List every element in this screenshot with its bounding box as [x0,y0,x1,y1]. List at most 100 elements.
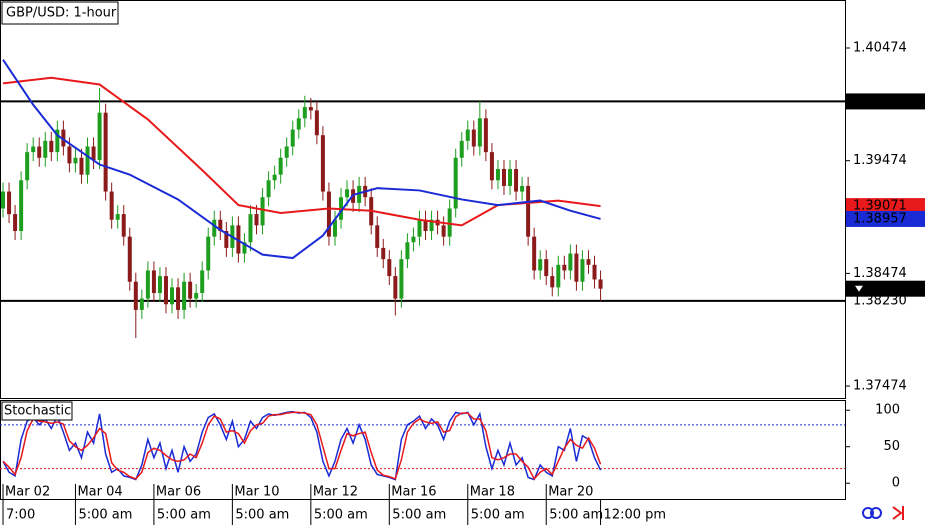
x-time-label: 5:00 am [471,508,525,523]
x-tick-label: Mar 06 [156,485,201,500]
level-label: 1.40000 [853,94,907,109]
candle-body [471,129,476,147]
candle-body [284,146,289,158]
candle-body [381,247,386,260]
candle-body [103,112,108,192]
candle-body [580,259,585,282]
level-label: 1.38230 [853,293,907,308]
x-time-label: 5:00 am [78,508,132,523]
scroll-end-icon[interactable] [892,506,904,520]
candle-body [538,259,543,271]
link-icon[interactable] [862,507,874,519]
x-time-label: 5:00 am [549,508,603,523]
candle-body [556,264,561,288]
candle-body [254,214,259,226]
candle-body [176,287,181,310]
candle-body [224,231,229,248]
price-label: 1.38338 [868,281,922,296]
candle-body [145,270,150,299]
candle-body [73,157,78,164]
candle-body [7,191,12,215]
candle-body [562,264,567,271]
candle-body [37,146,42,158]
candle-body [79,157,84,175]
plot-layer: 1.37474 1.38474 1.39474 1.40474 1.40000 1.382… [0,41,925,525]
candle-body [477,118,482,147]
candle-body [453,157,458,209]
candle-body [332,219,337,237]
candle-body [85,146,90,175]
candle-body [598,279,603,289]
candle-body [97,112,102,161]
candle-body [532,236,537,271]
candle-body [405,242,410,260]
candle-body [67,146,72,164]
candle-body [182,281,187,310]
candle-body [248,214,253,243]
candle-body [194,292,199,299]
candle-body [127,236,132,282]
candle-body [429,219,434,232]
moving-average [2,76,601,227]
candle-body [357,185,362,203]
candle-body [55,129,60,153]
x-time-label: 5:00 am [314,508,368,523]
candle-body [568,253,573,271]
candle-body [290,129,295,147]
candle-body [520,185,525,192]
y-tick-label: 1.38474 [853,266,907,281]
candle-body [272,174,277,181]
candle-body [501,169,506,186]
price-arrow [855,285,863,292]
indicator-box [1,401,73,421]
candle-body [91,146,96,161]
price-tag [846,280,925,297]
candle-body [25,152,30,181]
candle-body [121,214,126,237]
price-panel [0,0,846,399]
candle-body [19,180,24,232]
stochastic-panel [0,400,846,500]
candle-body [13,214,18,232]
candle-body [495,169,500,181]
candle-body [399,259,404,299]
candle-body [465,129,470,141]
ma-tag [846,198,925,215]
candle-body [550,276,555,288]
link-icon[interactable] [870,507,882,519]
x-time-label: 7:00 [6,508,35,523]
candle-body [200,270,205,293]
candle-body [574,253,579,282]
candle-body [43,140,48,158]
candle-body [508,169,513,186]
candle-body [206,236,211,271]
indicator-title: Stochastic [4,404,71,419]
candle-body [423,219,428,232]
candle-body [447,208,452,237]
y-tick-label: 1.39474 [853,153,907,168]
level-tag [846,292,925,309]
toolbar-icons[interactable] [862,506,904,520]
candle-body [314,110,319,136]
x-time-label: 12:00 pm [604,508,667,523]
candle-body [163,276,168,305]
candle-body [514,169,519,192]
candle-body [133,281,138,310]
candle-body [441,225,446,237]
candle-body [296,118,301,130]
x-tick-label: Mar 20 [548,485,593,500]
x-tick-label: Mar 04 [77,485,122,500]
y-tick-label: 0 [892,476,900,491]
candle-body [212,219,217,237]
ma-label: 1.38957 [853,211,907,226]
candle-body [489,152,494,181]
x-time-label: 5:00 am [157,508,211,523]
candle-body [526,185,531,237]
chart-title: GBP/USD: 1-hour [6,6,117,21]
x-tick-label: Mar 18 [470,485,515,500]
candle-body [151,270,156,293]
candle-body [157,276,162,293]
candle-body [375,225,380,248]
ma-tag [846,210,925,227]
